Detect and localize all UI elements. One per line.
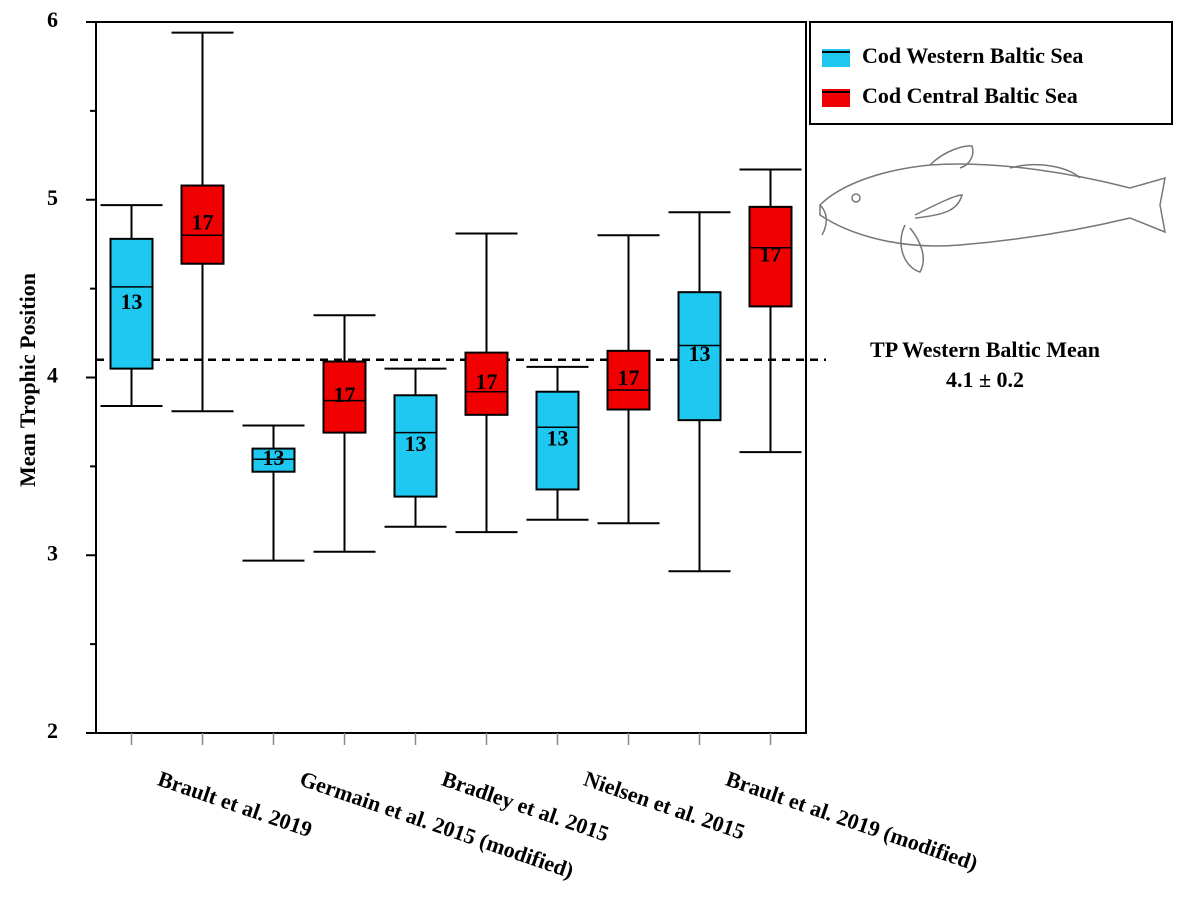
legend-label: Cod Central Baltic Sea (862, 83, 1078, 108)
reference-sublabel: 4.1 ± 0.2 (946, 367, 1024, 392)
count-label: 13 (121, 289, 143, 314)
legend: Cod Western Baltic Sea Cod Central Baltic… (810, 22, 1172, 124)
count-label: 17 (476, 369, 498, 394)
legend-label: Cod Western Baltic Sea (862, 43, 1083, 68)
count-label: 13 (263, 445, 285, 470)
y-tick-label: 5 (47, 185, 58, 210)
count-label: 17 (192, 210, 214, 235)
chart: Mean Trophic Position 2 3 4 5 6 TP Western Ba… (0, 0, 1181, 906)
count-label: 13 (547, 426, 569, 451)
y-tick-label: 2 (47, 718, 58, 743)
y-tick-label: 3 (47, 540, 58, 565)
count-label: 17 (618, 365, 640, 390)
reference-label: TP Western Baltic Mean (870, 337, 1100, 362)
y-tick-label: 4 (47, 363, 58, 388)
count-label: 13 (689, 341, 711, 366)
count-label: 17 (760, 242, 782, 267)
count-label: 13 (405, 431, 427, 456)
y-tick-label: 6 (47, 7, 58, 32)
y-axis-label: Mean Trophic Position (15, 273, 40, 487)
count-label: 17 (334, 382, 356, 407)
legend-frame (810, 22, 1172, 124)
